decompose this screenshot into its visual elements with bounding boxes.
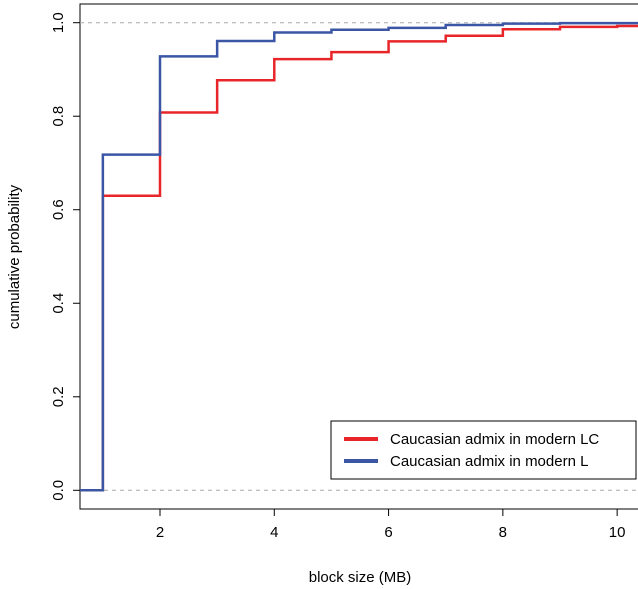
legend-label-lc: Caucasian admix in modern LC (390, 431, 599, 448)
x-axis: 2 4 6 8 10 (156, 509, 626, 541)
y-tick-label: 0.8 (50, 106, 67, 127)
x-tick-label: 10 (609, 524, 626, 541)
reference-lines (80, 22, 638, 491)
y-tick-label: 0.2 (50, 386, 67, 407)
y-tick-label: 0.6 (50, 199, 67, 220)
x-tick-label: 4 (270, 524, 278, 541)
y-tick-label: 0.4 (50, 293, 67, 314)
x-axis-title: block size (MB) (309, 569, 412, 586)
legend-box (330, 420, 637, 480)
series-line-1 (80, 21, 638, 492)
y-tick-label: 0.0 (50, 480, 67, 501)
series-lines (80, 21, 638, 492)
legend: Caucasian admix in modern LC Caucasian a… (330, 420, 637, 480)
x-tick-label: 6 (384, 524, 392, 541)
y-axis-title: cumulative probability (6, 184, 23, 329)
y-tick-label: 1.0 (50, 12, 67, 33)
x-tick-label: 2 (156, 524, 164, 541)
x-tick-label: 8 (499, 524, 507, 541)
plot-frame (79, 3, 638, 510)
legend-label-l: Caucasian admix in modern L (390, 453, 588, 470)
y-axis: 0.0 0.2 0.4 0.6 0.8 1.0 (50, 12, 80, 501)
